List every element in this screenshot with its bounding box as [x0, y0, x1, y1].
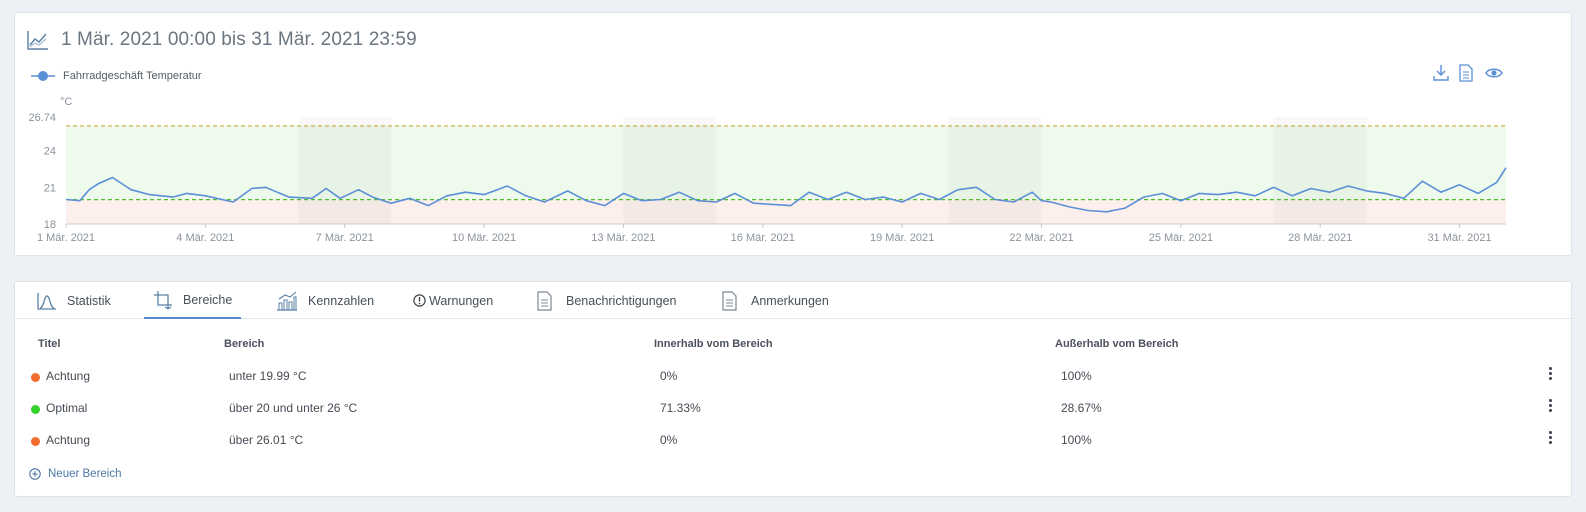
tab-benachrichtigungen[interactable]: Benachrichtigungen [537, 282, 677, 319]
bell-curve-icon [37, 292, 57, 310]
row-title: Achtung [46, 433, 91, 447]
column-header-range[interactable]: Bereich [224, 338, 265, 350]
tab-label: Statistik [67, 293, 111, 308]
new-range-button[interactable]: Neuer Bereich [29, 468, 122, 480]
tab-bereiche[interactable]: Bereiche [144, 282, 242, 319]
y-axis-unit: °C [60, 96, 72, 108]
tab-statistik[interactable]: Statistik [37, 282, 111, 319]
tab-label: Bereiche [183, 292, 233, 307]
document-icon [722, 290, 737, 311]
y-tick-label: 18 [44, 219, 56, 231]
x-tick-label: 1 Mär. 2021 [37, 232, 95, 244]
row-outside: 28.67% [1061, 401, 1102, 415]
eye-icon[interactable] [1485, 64, 1503, 82]
series-line [65, 167, 1507, 213]
tab-label: Kennzahlen [308, 293, 375, 308]
x-tick-label: 28 Mär. 2021 [1288, 232, 1352, 244]
x-tick-label: 13 Mär. 2021 [591, 232, 655, 244]
chart-header: 1 Mär. 2021 00:00 bis 31 Mär. 2021 23:59 [27, 29, 417, 51]
row-range: über 20 und unter 26 °C [229, 401, 358, 415]
row-range: über 26.01 °C [229, 433, 304, 447]
weekend-band [1273, 117, 1367, 224]
column-header-outside[interactable]: Außerhalb vom Bereich [1055, 338, 1179, 350]
y-tick-label: 26.74 [28, 112, 56, 124]
tab-label: Warnungen [429, 293, 494, 308]
status-dot [31, 437, 40, 446]
weekend-band [298, 117, 392, 224]
x-tick-label: 25 Mär. 2021 [1149, 232, 1213, 244]
download-icon[interactable] [1433, 64, 1449, 82]
y-tick-label: 24 [44, 146, 56, 158]
column-header-inside[interactable]: Innerhalb vom Bereich [654, 338, 773, 350]
ranges-panel: Statistik Bereiche Kennzahlen Warnungen … [14, 281, 1572, 497]
row-outside: 100% [1061, 369, 1092, 383]
new-range-label: Neuer Bereich [48, 468, 122, 480]
x-tick-label: 31 Mär. 2021 [1427, 232, 1491, 244]
x-tick-label: 7 Mär. 2021 [316, 232, 374, 244]
low-zone [66, 199, 1506, 224]
x-tick-label: 10 Mär. 2021 [452, 232, 516, 244]
bar-chart-icon [276, 291, 298, 311]
y-tick-label: 21 [44, 182, 56, 194]
row-title: Optimal [46, 401, 88, 415]
x-tick-label: 19 Mär. 2021 [870, 232, 934, 244]
document-icon[interactable] [1459, 64, 1475, 82]
row-outside: 100% [1061, 433, 1092, 447]
exclamation-circle-icon [413, 294, 426, 307]
crop-icon [153, 290, 173, 310]
more-options-icon[interactable] [1547, 397, 1553, 415]
weekend-band [623, 117, 717, 224]
weekend-band [948, 117, 1042, 224]
tab-bar: Statistik Bereiche Kennzahlen Warnungen … [15, 282, 1571, 319]
row-title: Achtung [46, 369, 91, 383]
legend[interactable]: Fahrradgeschäft Temperatur [31, 70, 202, 82]
chart-toolbar [1433, 64, 1503, 82]
tab-warnungen[interactable]: Warnungen [413, 282, 493, 319]
plus-circle-icon [29, 468, 41, 480]
chart-card: 1 Mär. 2021 00:00 bis 31 Mär. 2021 23:59… [14, 12, 1572, 256]
x-tick-label: 4 Mär. 2021 [176, 232, 234, 244]
table-row: Achtung unter 19.99 °C 0% 100% [15, 361, 1571, 391]
row-inside: 71.33% [660, 401, 701, 415]
x-tick-label: 22 Mär. 2021 [1009, 232, 1073, 244]
line-chart: 26.74 24 21 18 1 Mär. 2021 4 Mär. 2021 7 Mär.… [28, 96, 1507, 244]
x-tick-label: 16 Mär. 2021 [731, 232, 795, 244]
status-dot [31, 405, 40, 414]
optimal-zone [66, 125, 1506, 200]
tab-kennzahlen[interactable]: Kennzahlen [276, 282, 374, 319]
row-range: unter 19.99 °C [229, 369, 307, 383]
legend-label: Fahrradgeschäft Temperatur [63, 70, 202, 82]
tab-label: Anmerkungen [751, 293, 829, 308]
more-options-icon[interactable] [1547, 365, 1553, 383]
page-title: 1 Mär. 2021 00:00 bis 31 Mär. 2021 23:59 [61, 29, 417, 50]
tab-anmerkungen[interactable]: Anmerkungen [722, 282, 829, 319]
row-inside: 0% [660, 433, 678, 447]
table-row: Achtung über 26.01 °C 0% 100% [15, 425, 1571, 455]
line-chart-icon [27, 31, 48, 50]
legend-marker-icon [31, 71, 55, 81]
table-row: Optimal über 20 und unter 26 °C 71.33% 2… [15, 393, 1571, 423]
status-dot [31, 373, 40, 382]
column-header-title[interactable]: Titel [38, 338, 61, 350]
document-icon [537, 290, 552, 311]
more-options-icon[interactable] [1547, 429, 1553, 447]
row-inside: 0% [660, 369, 678, 383]
upper-zone [66, 117, 1506, 126]
tab-label: Benachrichtigungen [566, 293, 677, 308]
